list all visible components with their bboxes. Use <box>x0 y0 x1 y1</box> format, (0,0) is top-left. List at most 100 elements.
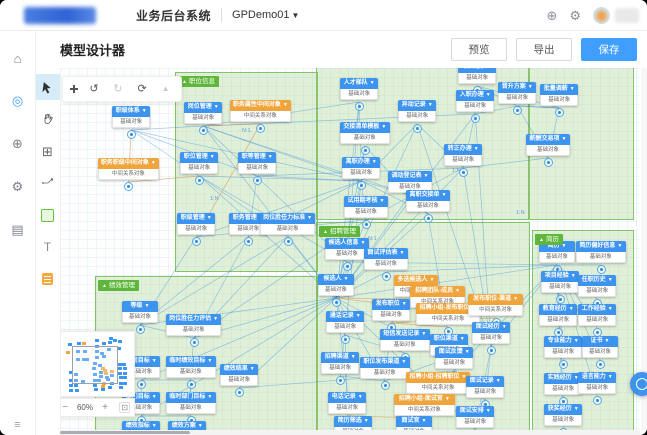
node-title[interactable]: 绩效方案 ▼ <box>168 421 207 430</box>
node-title[interactable]: 教育经历 ▼ <box>539 304 578 315</box>
node-anchor[interactable] <box>189 338 199 347</box>
node-title[interactable]: 临时绩效目标 ▼ <box>166 356 216 367</box>
model-node[interactable]: 职务职级中间对象 ▼ 中间关系对象 <box>98 158 159 180</box>
model-node[interactable]: 职级管理 ▼ 基础对象 <box>177 213 216 235</box>
model-node[interactable]: 培训记录▼基础对象 <box>458 68 497 84</box>
model-node[interactable]: 绩效指标▼基础对象 <box>122 421 161 430</box>
model-node[interactable]: 离职交接单 ▼ 基础对象 <box>406 190 450 212</box>
node-anchor[interactable] <box>424 214 433 223</box>
model-node[interactable]: 入职办理 ▼ 基础对象 <box>456 90 495 112</box>
node-title[interactable]: 等级 ▼ <box>122 301 158 312</box>
node-title[interactable]: 试用期考核 ▼ <box>344 196 388 207</box>
node-title[interactable]: 面试安排 ▼ <box>456 406 495 417</box>
group-frame-tool[interactable] <box>35 202 60 228</box>
node-title[interactable]: 部门目标 ▼ <box>122 392 161 403</box>
history-icon[interactable]: ⟳ <box>137 82 147 95</box>
node-title[interactable]: 职务属性中间对象 ▼ <box>230 100 291 111</box>
assistant-fab-button[interactable] <box>630 372 647 396</box>
model-node[interactable]: 转正办理 ▼ 基础对象 <box>444 144 483 166</box>
sidebar-item-globe[interactable]: ⊕ <box>0 129 35 159</box>
model-node[interactable]: 电话记录 ▼ 基础对象 <box>328 392 367 414</box>
redo-icon[interactable]: ↻ <box>113 82 123 95</box>
select-cursor-tool[interactable] <box>35 74 60 100</box>
node-title[interactable]: 招聘团队-成员 ▼ <box>410 286 466 297</box>
node-title[interactable]: 批量调薪 ▼ <box>540 84 579 95</box>
sidebar-item-data[interactable]: ▤ <box>0 215 35 245</box>
node-anchor[interactable] <box>136 325 145 334</box>
node-title[interactable]: 职位管理 ▼ <box>180 152 219 163</box>
node-title[interactable]: 面试评估表 ▼ <box>364 248 408 259</box>
model-node[interactable]: 等级 ▼ 基础对象 <box>122 301 158 323</box>
layout-icon[interactable]: ▲ <box>161 84 170 93</box>
horizontal-scrollbar[interactable] <box>60 430 640 435</box>
preview-button[interactable]: 预览 <box>451 37 507 61</box>
node-title[interactable]: 绩效结果 ▼ <box>220 364 259 375</box>
model-node[interactable]: 发布职位 ▼ 基础对象 <box>372 299 411 321</box>
node-anchor[interactable] <box>127 130 137 139</box>
zoom-out-button[interactable]: − <box>62 402 68 413</box>
model-node[interactable]: 薪酬交易项 ▼ 基础对象 <box>526 134 570 156</box>
model-node[interactable]: 候选人信息 ▼ 基础对象 <box>325 238 369 260</box>
node-title[interactable]: 简历偏好信息 ▼ <box>576 241 626 252</box>
model-node[interactable]: 临时绩效目标 ▼ 基础对象 <box>166 356 216 378</box>
model-node[interactable]: 专业能力 ▼ 基础对象 <box>544 336 583 358</box>
model-node[interactable]: 职位发布渠道 ▼ 基础对象 <box>360 357 410 379</box>
node-title[interactable]: 交接清单模板 ▼ <box>340 122 390 133</box>
model-node[interactable]: 证书 ▼ 基础对象 <box>582 336 618 358</box>
vertical-scrollbar[interactable] <box>641 68 647 430</box>
sidebar-item-model-designer[interactable]: ◎ <box>0 86 35 116</box>
model-node[interactable]: 岗位胜任力评估 ▼ 基础对象 <box>166 314 222 336</box>
model-node[interactable]: 职务属性中间对象 ▼ 中间关系对象 <box>230 100 291 122</box>
pan-hand-tool[interactable] <box>35 106 60 132</box>
node-title[interactable]: 培训记录▼ <box>458 68 497 73</box>
node-anchor[interactable] <box>413 124 423 133</box>
node-anchor[interactable] <box>332 298 341 307</box>
gear-icon[interactable]: ⚙ <box>569 7 581 23</box>
node-title[interactable]: 岗位胜任力标准 ▼ <box>260 213 316 224</box>
node-title[interactable]: 招聘渠道 ▼ <box>321 352 360 363</box>
avatar[interactable] <box>593 6 610 24</box>
node-title[interactable]: 离职交接单 ▼ <box>406 190 450 201</box>
node-title[interactable]: 异动记录 ▼ <box>398 100 437 111</box>
model-node[interactable]: 面试记录 ▼ 基础对象 <box>466 376 505 398</box>
node-anchor[interactable] <box>556 295 566 304</box>
node-title[interactable]: 面试反馈 ▼ <box>435 347 474 358</box>
zoom-in-button[interactable]: + <box>102 402 108 413</box>
minimap[interactable] <box>57 331 135 397</box>
project-selector[interactable]: GPDemo01 ▼ <box>232 9 300 21</box>
node-anchor[interactable] <box>192 237 202 246</box>
model-node[interactable]: 临时部门目标 ▼ 基础对象 <box>166 392 216 414</box>
node-title[interactable]: 实践经历 ▼ <box>544 373 583 384</box>
node-title[interactable]: 项目经验 ▼ <box>541 271 580 282</box>
node-title[interactable]: 通话记录 ▼ <box>326 311 365 322</box>
node-title[interactable]: 获奖经历 ▼ <box>544 404 583 415</box>
model-node[interactable]: 项目经验 ▼ 基础对象 <box>541 271 580 293</box>
node-title[interactable]: 简历 ▼ <box>539 241 575 252</box>
node-title[interactable]: 工作经验 ▼ <box>578 304 617 315</box>
model-node[interactable]: 面试安排 ▼ 基础对象 <box>456 406 495 428</box>
model-node[interactable]: 岗位管理 ▼ 基础对象 <box>184 102 223 124</box>
node-title[interactable]: 岗位管理 ▼ <box>184 102 223 113</box>
model-node[interactable]: 职级体系 ▼ 基础对象 <box>112 106 151 128</box>
node-title[interactable]: 候选人 ▼ <box>318 274 354 285</box>
model-node[interactable]: 晋升方案 ▼ 基础对象 <box>498 82 537 104</box>
node-title[interactable]: 调动登记表 ▼ <box>388 171 432 182</box>
node-title[interactable]: 专业能力 ▼ <box>544 336 583 347</box>
minimap-viewport[interactable] <box>72 346 118 384</box>
node-anchor[interactable] <box>360 146 370 155</box>
model-node[interactable]: 候选人 ▼ 基础对象 <box>318 274 354 296</box>
model-node[interactable]: 招聘渠道 ▼ 基础对象 <box>321 352 360 374</box>
node-title[interactable]: 临时部门目标 ▼ <box>166 392 216 403</box>
model-node[interactable]: 实践经历 ▼ 基础对象 <box>544 373 583 395</box>
node-anchor[interactable] <box>283 237 293 246</box>
node-title[interactable]: 面试经历 ▼ <box>472 322 511 333</box>
save-button[interactable]: 保存 <box>581 37 637 61</box>
note-tool[interactable] <box>35 266 60 292</box>
group-header-tag[interactable]: ▲ 招聘管理 <box>319 226 360 237</box>
model-node[interactable]: 人才梯队 ▼ 基础对象 <box>340 78 379 100</box>
node-title[interactable]: 面试官 ▼ <box>396 416 432 427</box>
node-title[interactable]: 职等管理 ▼ <box>238 152 277 163</box>
connector-tool[interactable] <box>35 170 60 196</box>
model-node[interactable]: 教育经历 ▼ 基础对象 <box>539 304 578 326</box>
node-title[interactable]: 面试记录 ▼ <box>466 376 505 387</box>
